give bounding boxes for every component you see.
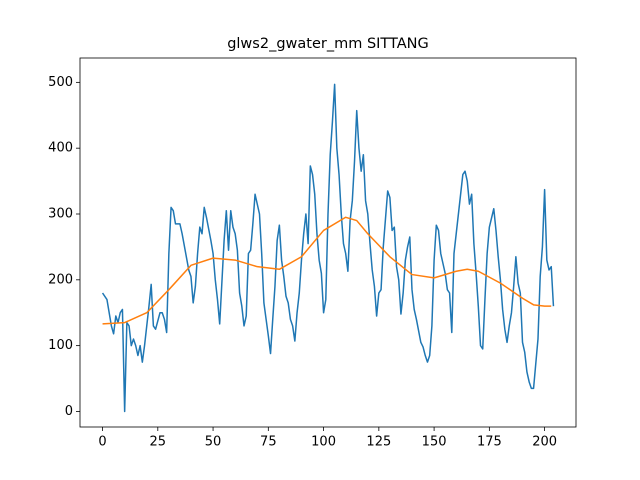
y-tick-label: 100 [48, 338, 73, 353]
x-tick-label: 175 [477, 435, 502, 450]
x-tick-label: 200 [532, 435, 557, 450]
y-tick-label: 0 [65, 404, 73, 419]
x-tick-label: 50 [205, 435, 222, 450]
x-tick-label: 0 [98, 435, 106, 450]
x-tick-label: 75 [260, 435, 277, 450]
series-line [101, 83, 555, 413]
y-tick-label: 400 [48, 141, 73, 156]
y-tick-label: 300 [48, 206, 73, 221]
y-tick-label: 500 [48, 75, 73, 90]
x-tick-label: 125 [366, 435, 391, 450]
chart-title: glws2_gwater_mm SITTANG [227, 36, 429, 52]
x-tick-label: 100 [311, 435, 336, 450]
plot-frame [79, 57, 577, 428]
y-tick-label: 200 [48, 272, 73, 287]
x-tick-label: 150 [422, 435, 447, 450]
series-line [102, 216, 552, 325]
x-tick-label: 25 [150, 435, 167, 450]
